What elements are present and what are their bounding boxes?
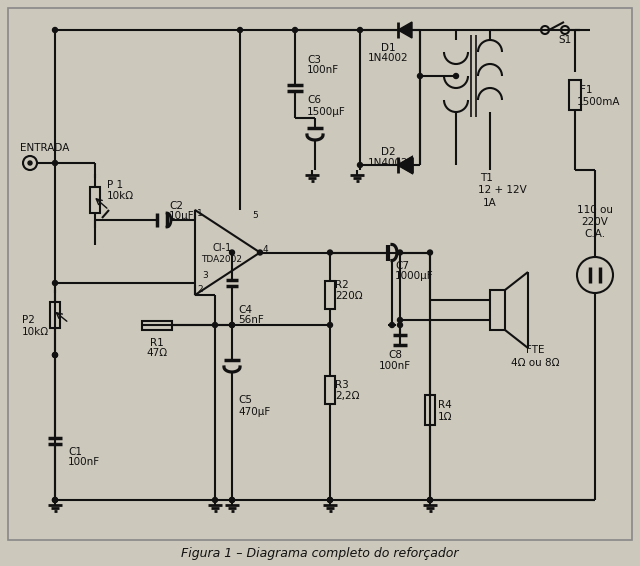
Text: D1: D1 (381, 43, 396, 53)
Text: 220V: 220V (582, 217, 609, 227)
Text: 3: 3 (202, 271, 208, 280)
Circle shape (52, 28, 58, 32)
Circle shape (428, 498, 433, 503)
Bar (569, 80, 581, 110)
Text: S1: S1 (558, 35, 572, 45)
Bar (490, 290, 505, 330)
Text: 10μF: 10μF (169, 211, 195, 221)
Bar (425, 395, 435, 425)
Text: 100nF: 100nF (307, 65, 339, 75)
Text: C7: C7 (395, 261, 409, 271)
Circle shape (52, 161, 58, 165)
Text: F1: F1 (580, 85, 593, 95)
Text: C5: C5 (238, 395, 252, 405)
Text: R2: R2 (335, 280, 349, 290)
Circle shape (237, 28, 243, 32)
Text: 1: 1 (197, 209, 203, 218)
Text: ENTRADA: ENTRADA (20, 143, 69, 153)
Polygon shape (398, 22, 412, 38)
Circle shape (52, 498, 58, 503)
Circle shape (358, 28, 362, 32)
Circle shape (230, 498, 234, 503)
Polygon shape (398, 157, 412, 173)
Circle shape (358, 162, 362, 168)
Text: 1000μF: 1000μF (395, 271, 434, 281)
Text: 1500mA: 1500mA (577, 97, 621, 107)
Bar (90, 187, 100, 213)
Text: 10kΩ: 10kΩ (107, 191, 134, 201)
Text: P2: P2 (22, 315, 35, 325)
Bar (325, 376, 335, 404)
Circle shape (397, 250, 403, 255)
Circle shape (428, 498, 433, 503)
Text: C.A.: C.A. (584, 229, 605, 239)
Bar (142, 320, 172, 329)
Polygon shape (195, 210, 260, 295)
Text: 1Ω: 1Ω (438, 412, 452, 422)
Text: D2: D2 (381, 147, 396, 157)
Text: 56nF: 56nF (238, 315, 264, 325)
Circle shape (328, 498, 333, 503)
Text: 2,2Ω: 2,2Ω (335, 391, 360, 401)
Circle shape (52, 281, 58, 285)
Text: C8: C8 (388, 350, 402, 360)
Circle shape (52, 498, 58, 503)
Text: CI-1: CI-1 (212, 243, 232, 253)
Text: C6: C6 (307, 95, 321, 105)
Circle shape (28, 161, 32, 165)
Circle shape (417, 74, 422, 79)
Text: 2: 2 (197, 285, 203, 294)
Circle shape (230, 250, 234, 255)
Circle shape (212, 323, 218, 328)
Circle shape (328, 323, 333, 328)
Circle shape (23, 156, 37, 170)
Circle shape (230, 323, 234, 328)
Text: R4: R4 (438, 400, 452, 410)
Bar (50, 302, 60, 328)
Text: R3: R3 (335, 380, 349, 390)
Text: C3: C3 (307, 55, 321, 65)
Text: FTE: FTE (525, 345, 544, 355)
Polygon shape (398, 157, 412, 173)
Text: P 1: P 1 (107, 180, 123, 190)
Text: 4Ω ou 8Ω: 4Ω ou 8Ω (511, 358, 559, 368)
Text: 110 ou: 110 ou (577, 205, 613, 215)
Text: 1N4002: 1N4002 (368, 53, 408, 63)
Circle shape (328, 498, 333, 503)
Text: 4: 4 (263, 245, 269, 254)
Circle shape (257, 250, 262, 255)
Text: 47Ω: 47Ω (147, 348, 168, 358)
Text: TDA2002: TDA2002 (202, 255, 243, 264)
Circle shape (397, 323, 403, 328)
Text: 1A: 1A (483, 198, 497, 208)
Circle shape (52, 353, 58, 358)
Text: 1500μF: 1500μF (307, 107, 346, 117)
Circle shape (52, 353, 58, 358)
Text: Figura 1 – Diagrama completo do reforçador: Figura 1 – Diagrama completo do reforçad… (181, 547, 459, 560)
Circle shape (428, 250, 433, 255)
Circle shape (390, 323, 394, 328)
Circle shape (230, 498, 234, 503)
Text: R1: R1 (150, 338, 164, 348)
Circle shape (328, 250, 333, 255)
Text: 12 + 12V: 12 + 12V (478, 185, 527, 195)
Text: C1: C1 (68, 447, 82, 457)
Circle shape (292, 28, 298, 32)
Text: C2: C2 (169, 201, 183, 211)
Circle shape (397, 318, 403, 323)
Text: C4: C4 (238, 305, 252, 315)
Text: 220Ω: 220Ω (335, 291, 363, 301)
Text: 100nF: 100nF (68, 457, 100, 467)
Text: 1N4002: 1N4002 (368, 158, 408, 168)
Bar (325, 281, 335, 309)
Text: 100nF: 100nF (379, 361, 411, 371)
Circle shape (212, 498, 218, 503)
Text: T1: T1 (480, 173, 493, 183)
Circle shape (454, 74, 458, 79)
Text: 5: 5 (252, 212, 258, 221)
Circle shape (230, 323, 234, 328)
Text: 470μF: 470μF (238, 407, 270, 417)
Text: 10kΩ: 10kΩ (22, 327, 49, 337)
